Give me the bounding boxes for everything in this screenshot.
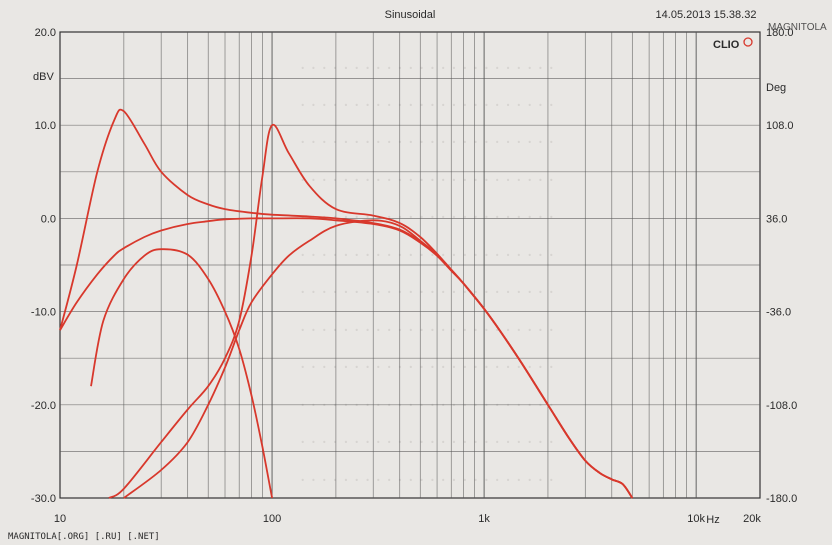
x-tick-label: 100 [263, 513, 281, 525]
svg-text:· · · · · · · · · · · · · · ·: · · · · · · · · · · · · · · · · · · · · … [300, 396, 554, 416]
left-tick-label: -10.0 [31, 307, 56, 319]
grid [59, 31, 761, 499]
footer-watermark: MAGNITOLA[.ORG] [.RU] [.NET] [8, 532, 160, 542]
chart-title: Sinusoidal [385, 9, 436, 21]
curves [59, 108, 634, 499]
right-tick-label: -180.0 [766, 493, 797, 505]
x-tick-label: 10k [687, 513, 705, 525]
svg-text:· · · · · · · · · · · · · · ·: · · · · · · · · · · · · · · · · · · · · … [300, 171, 554, 191]
right-tick-label: 36.0 [766, 213, 787, 225]
x-tick-label: 10 [54, 513, 66, 525]
right-tick-label: -36.0 [766, 307, 791, 319]
left-tick-label: -30.0 [31, 493, 56, 505]
x-tick-label: 1k [478, 513, 490, 525]
right-tick-label: 180.0 [766, 27, 794, 39]
brand-circle-icon [743, 37, 753, 47]
x-tick-label: 20k [743, 513, 761, 525]
left-tick-label: 10.0 [35, 120, 56, 132]
svg-text:· · · · · · · · · · · · · · ·: · · · · · · · · · · · · · · · · · · · · … [300, 133, 554, 153]
right-axis-unit: Deg [766, 82, 786, 94]
left-tick-label: 0.0 [41, 213, 56, 225]
svg-text:· · · · · · · · · · · · · · ·: · · · · · · · · · · · · · · · · · · · · … [300, 283, 554, 303]
svg-text:· · · · · · · · · · · · · · ·: · · · · · · · · · · · · · · · · · · · · … [300, 96, 554, 116]
x-axis-unit: Hz [706, 514, 719, 526]
watermark-top: MAGNITOLA [768, 22, 827, 33]
left-axis-unit: dBV [33, 71, 54, 83]
response-curve-5 [123, 219, 634, 499]
svg-text:· · · · · · · · · · · · · · ·: · · · · · · · · · · · · · · · · · · · · … [300, 321, 554, 341]
svg-text:· · · · · · · · · · · · · · ·: · · · · · · · · · · · · · · · · · · · · … [300, 246, 554, 266]
svg-text:· · · · · · · · · · · · · · ·: · · · · · · · · · · · · · · · · · · · · … [300, 471, 554, 491]
left-tick-label: -20.0 [31, 400, 56, 412]
axis-labels: 20.0 10.0 0.0 -10.0 -20.0 -30.0 180.0 108.0 36.0… [31, 27, 797, 525]
svg-text:· · · · · · · · · · · · · · ·: · · · · · · · · · · · · · · · · · · · · … [300, 59, 554, 79]
timestamp: 14.05.2013 15.38.32 [656, 9, 757, 21]
svg-text:· · · · · · · · · · · · · · ·: · · · · · · · · · · · · · · · · · · · · … [300, 358, 554, 378]
right-tick-label: 108.0 [766, 120, 794, 132]
response-curve-3 [90, 248, 273, 499]
svg-text:· · · · · · · · · · · · · · ·: · · · · · · · · · · · · · · · · · · · · … [300, 433, 554, 453]
left-tick-label: 20.0 [35, 27, 56, 39]
brand-logo: CLIO [713, 39, 740, 51]
right-tick-label: -108.0 [766, 400, 797, 412]
